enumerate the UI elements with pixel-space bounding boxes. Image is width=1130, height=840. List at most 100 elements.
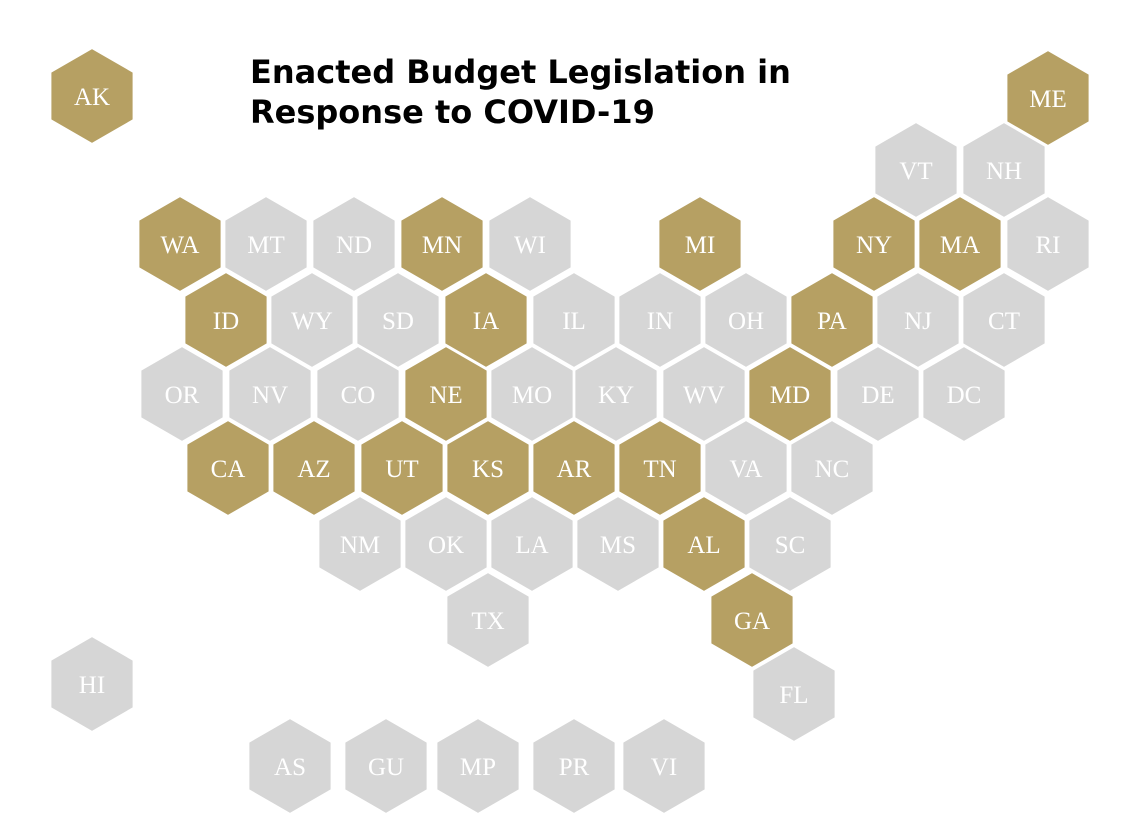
- state-hex-hi: [49, 634, 135, 734]
- state-tile-dc: DC: [921, 344, 1007, 444]
- state-label-vt: VT: [899, 158, 932, 185]
- state-hex-dc: [921, 344, 1007, 444]
- state-label-oh: OH: [728, 308, 764, 335]
- state-tile-gu: GU: [343, 716, 429, 816]
- state-tile-ak: AK: [49, 46, 135, 146]
- state-label-ma: MA: [940, 232, 980, 259]
- state-tile-sc: SC: [747, 494, 833, 594]
- state-label-wv: WV: [683, 382, 725, 409]
- state-hex-az: [271, 418, 357, 518]
- state-hex-wy: [269, 270, 355, 370]
- state-tile-or: OR: [139, 344, 225, 444]
- state-tile-me: ME: [1005, 48, 1091, 148]
- state-tile-wy: WY: [269, 270, 355, 370]
- state-label-mt: MT: [247, 232, 285, 259]
- state-tile-wi: WI: [487, 194, 573, 294]
- state-hex-mn: [399, 194, 485, 294]
- state-tile-ar: AR: [531, 418, 617, 518]
- state-tile-de: DE: [835, 344, 921, 444]
- state-tile-ma: MA: [917, 194, 1003, 294]
- state-label-tx: TX: [471, 608, 504, 635]
- state-hex-vt: [873, 120, 959, 220]
- state-hex-sc: [747, 494, 833, 594]
- state-tile-ky: KY: [573, 344, 659, 444]
- state-hex-ok: [403, 494, 489, 594]
- state-label-nm: NM: [340, 532, 380, 559]
- state-label-de: DE: [861, 382, 894, 409]
- state-hex-wi: [487, 194, 573, 294]
- state-label-al: AL: [687, 532, 720, 559]
- state-label-la: LA: [515, 532, 548, 559]
- state-hex-nc: [789, 418, 875, 518]
- state-label-az: AZ: [297, 456, 330, 483]
- state-tile-mo: MO: [489, 344, 575, 444]
- state-tile-pa: PA: [789, 270, 875, 370]
- state-tile-tx: TX: [445, 570, 531, 670]
- state-hex-tn: [617, 418, 703, 518]
- state-tile-ok: OK: [403, 494, 489, 594]
- state-hex-al: [661, 494, 747, 594]
- title-line-2: Response to COVID-19: [250, 93, 655, 131]
- state-label-md: MD: [770, 382, 810, 409]
- state-label-dc: DC: [947, 382, 982, 409]
- state-tile-nv: NV: [227, 344, 313, 444]
- state-label-nc: NC: [815, 456, 850, 483]
- state-label-nj: NJ: [904, 308, 932, 335]
- state-tile-va: VA: [703, 418, 789, 518]
- state-tile-mn: MN: [399, 194, 485, 294]
- title-line-1: Enacted Budget Legislation in: [250, 53, 791, 91]
- state-hex-co: [315, 344, 401, 444]
- state-tile-nm: NM: [317, 494, 403, 594]
- state-hex-fl: [751, 644, 837, 744]
- state-hex-ky: [573, 344, 659, 444]
- state-tile-ca: CA: [185, 418, 271, 518]
- state-tile-ut: UT: [359, 418, 445, 518]
- state-label-id: ID: [213, 308, 239, 335]
- state-hex-vi: [621, 716, 707, 816]
- state-label-sc: SC: [775, 532, 806, 559]
- state-label-pr: PR: [559, 754, 590, 781]
- state-hex-md: [747, 344, 833, 444]
- state-label-mo: MO: [512, 382, 552, 409]
- state-tile-vt: VT: [873, 120, 959, 220]
- state-hex-tx: [445, 570, 531, 670]
- state-hex-mp: [435, 716, 521, 816]
- state-hex-wv: [661, 344, 747, 444]
- state-label-ca: CA: [211, 456, 246, 483]
- state-tile-id: ID: [183, 270, 269, 370]
- state-hex-oh: [703, 270, 789, 370]
- state-hex-la: [489, 494, 575, 594]
- state-label-gu: GU: [368, 754, 404, 781]
- state-hex-va: [703, 418, 789, 518]
- state-label-ct: CT: [988, 308, 1020, 335]
- state-label-ks: KS: [472, 456, 504, 483]
- state-hex-nm: [317, 494, 403, 594]
- state-label-ny: NY: [856, 232, 892, 259]
- state-label-ut: UT: [385, 456, 418, 483]
- state-label-wy: WY: [291, 308, 333, 335]
- state-hex-il: [531, 270, 617, 370]
- state-label-ga: GA: [734, 608, 770, 635]
- state-label-in: IN: [647, 308, 673, 335]
- state-label-nh: NH: [986, 158, 1022, 185]
- state-hex-ca: [185, 418, 271, 518]
- state-hex-ne: [403, 344, 489, 444]
- state-label-il: IL: [562, 308, 586, 335]
- state-hex-ar: [531, 418, 617, 518]
- state-label-pa: PA: [817, 308, 847, 335]
- state-tile-ct: CT: [961, 270, 1047, 370]
- state-tile-ga: GA: [709, 570, 795, 670]
- state-tile-co: CO: [315, 344, 401, 444]
- state-tile-wa: WA: [137, 194, 223, 294]
- state-label-va: VA: [730, 456, 763, 483]
- state-hex-ma: [917, 194, 1003, 294]
- state-label-mn: MN: [422, 232, 462, 259]
- state-label-mi: MI: [685, 232, 716, 259]
- state-tile-tn: TN: [617, 418, 703, 518]
- state-hex-mt: [223, 194, 309, 294]
- state-label-or: OR: [165, 382, 200, 409]
- state-hex-or: [139, 344, 225, 444]
- state-hex-ut: [359, 418, 445, 518]
- state-tile-pr: PR: [531, 716, 617, 816]
